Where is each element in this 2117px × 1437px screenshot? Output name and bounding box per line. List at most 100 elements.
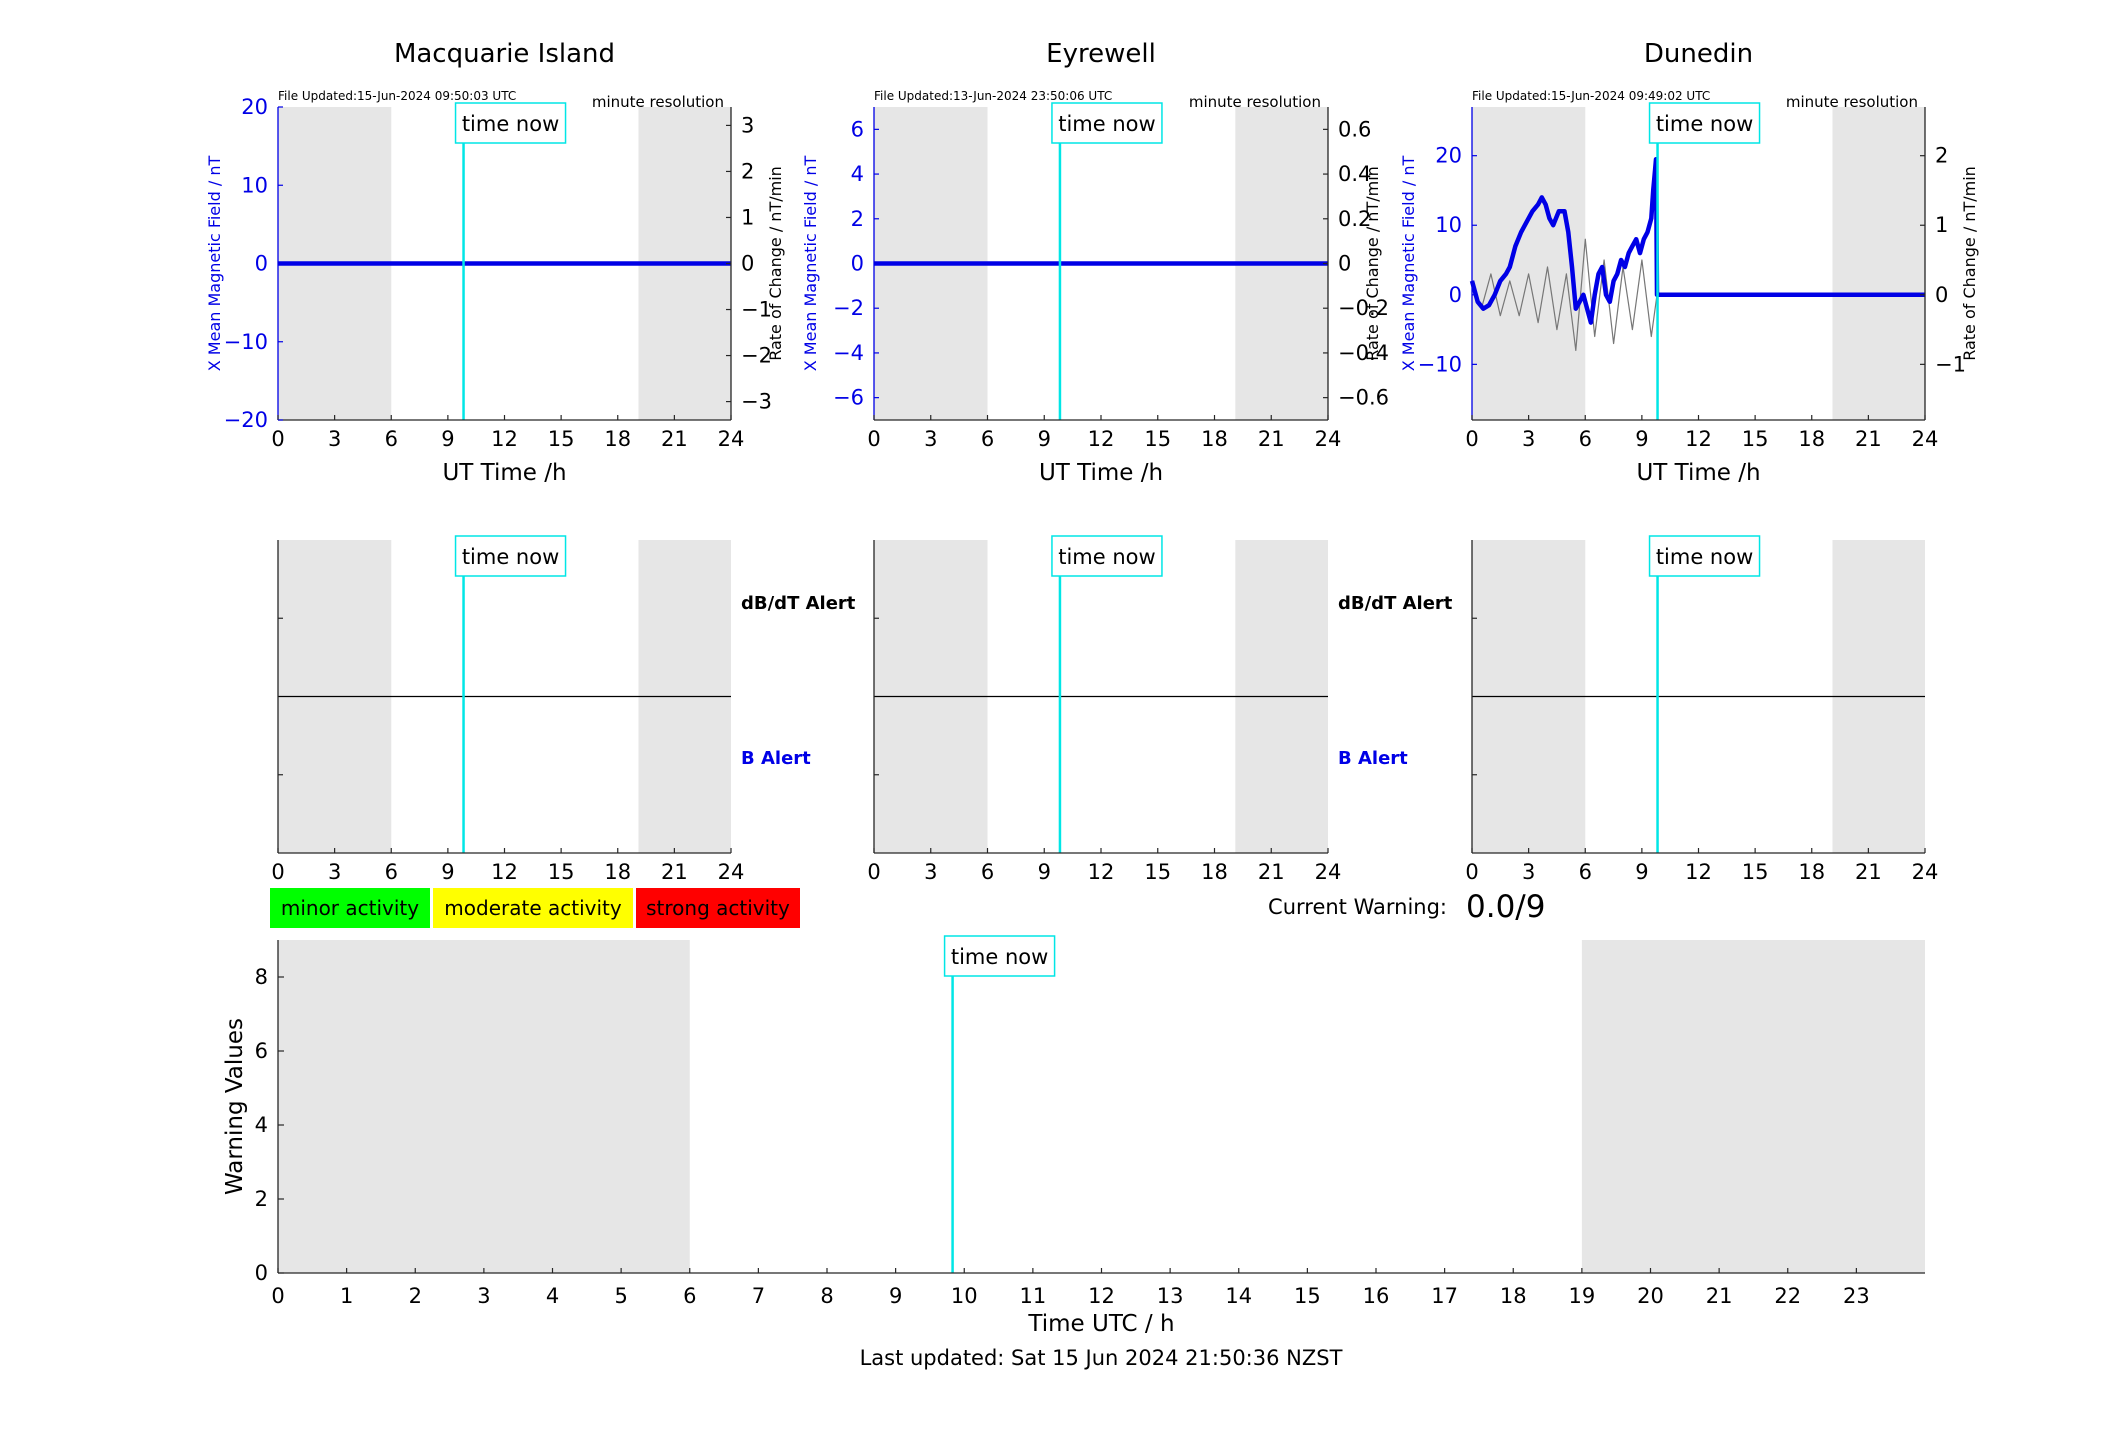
mean-field-series xyxy=(1469,156,1925,325)
y-tick-label-right: 0.2 xyxy=(1338,207,1371,231)
y-tick-label-left: 10 xyxy=(1435,213,1462,237)
x-tick-label: 24 xyxy=(1315,427,1342,451)
file-updated: File Updated:13-Jun-2024 23:50:06 UTC xyxy=(874,89,1112,103)
time-now-label: time now xyxy=(951,945,1048,969)
x-tick-label: 15 xyxy=(1294,1284,1321,1308)
x-tick-label: 0 xyxy=(867,427,880,451)
y-tick-label-right: −1 xyxy=(741,298,772,322)
x-tick-label: 7 xyxy=(752,1284,765,1308)
legend-label-minor: minor activity xyxy=(281,896,419,920)
x-tick-label: 15 xyxy=(1742,860,1769,884)
activity-legend: minor activity moderate activity strong … xyxy=(270,888,800,928)
y-tick-label-left: 10 xyxy=(241,173,268,197)
file-updated: File Updated:15-Jun-2024 09:50:03 UTC xyxy=(278,89,516,103)
night-shading xyxy=(1472,107,1586,420)
y-tick-label-right: 1 xyxy=(741,205,754,229)
x-tick-label: 19 xyxy=(1569,1284,1596,1308)
x-tick-label: 20 xyxy=(1637,1284,1664,1308)
x-tick-label: 21 xyxy=(1258,860,1285,884)
y-tick-label-left: 20 xyxy=(1435,144,1462,168)
resolution-label: minute resolution xyxy=(592,93,724,111)
time-now-box xyxy=(1648,535,1761,577)
y-tick-label-left: −2 xyxy=(833,296,864,320)
y-tick-label: 8 xyxy=(255,965,268,989)
x-tick-label: 23 xyxy=(1843,1284,1870,1308)
x-axis-label: Time UTC / h xyxy=(1027,1311,1174,1337)
time-now-label: time now xyxy=(1656,545,1753,569)
x-tick-label: 9 xyxy=(1635,427,1648,451)
time-now-box xyxy=(1648,102,1761,144)
x-tick-label: 24 xyxy=(718,860,745,884)
y-axis-label-right: Rate of Change / nT/min xyxy=(1960,166,1979,361)
time-now-box xyxy=(454,102,567,144)
y-tick-label-right: 0.6 xyxy=(1338,117,1371,141)
x-tick-label: 12 xyxy=(1088,427,1115,451)
x-tick-label: 3 xyxy=(328,427,341,451)
x-tick-label: 10 xyxy=(951,1284,978,1308)
x-tick-label: 6 xyxy=(981,427,994,451)
x-tick-label: 15 xyxy=(548,427,575,451)
x-tick-label: 24 xyxy=(1912,860,1939,884)
legend-label-moderate: moderate activity xyxy=(444,896,622,920)
legend-swatch-strong xyxy=(636,888,800,928)
x-tick-label: 15 xyxy=(1144,860,1171,884)
x-tick-label: 6 xyxy=(385,860,398,884)
y-tick-label-left: 6 xyxy=(851,117,864,141)
y-tick-label-right: −2 xyxy=(741,344,772,368)
y-tick-label-left: −4 xyxy=(833,341,864,365)
x-tick-label: 24 xyxy=(1912,427,1939,451)
x-tick-label: 18 xyxy=(604,860,631,884)
x-tick-label: 0 xyxy=(271,860,284,884)
current-warning-label: Current Warning: xyxy=(1268,895,1447,919)
time-now-box xyxy=(1051,535,1163,577)
y-tick-label-left: 0 xyxy=(255,252,268,276)
time-now-box xyxy=(943,935,1056,977)
y-tick-label-left: −20 xyxy=(224,408,268,432)
x-tick-label: 12 xyxy=(491,427,518,451)
y-tick-label-right: 0 xyxy=(1935,283,1948,307)
y-tick-label-right: 2 xyxy=(741,159,754,183)
x-tick-label: 18 xyxy=(1798,860,1825,884)
x-tick-label: 15 xyxy=(1742,427,1769,451)
x-tick-label: 21 xyxy=(1855,860,1882,884)
time-now-label: time now xyxy=(462,112,559,136)
y-tick-label: 2 xyxy=(255,1187,268,1211)
night-shading xyxy=(278,940,690,1273)
station-title: Dunedin xyxy=(1644,39,1753,69)
y-axis-label-left: X Mean Magnetic Field / nT xyxy=(1399,156,1418,372)
b-alert-label: B Alert xyxy=(741,748,811,769)
resolution-label: minute resolution xyxy=(1786,93,1918,111)
x-tick-label: 0 xyxy=(867,860,880,884)
y-tick-label-right: 1 xyxy=(1935,213,1948,237)
x-tick-label: 3 xyxy=(924,860,937,884)
x-tick-label: 22 xyxy=(1774,1284,1801,1308)
time-now-box xyxy=(454,535,567,577)
x-tick-label: 9 xyxy=(1038,860,1051,884)
x-tick-label: 6 xyxy=(683,1284,696,1308)
x-tick-label: 3 xyxy=(1522,860,1535,884)
y-tick-label-right: 3 xyxy=(741,113,754,137)
x-tick-label: 3 xyxy=(477,1284,490,1308)
x-tick-label: 18 xyxy=(1798,427,1825,451)
y-tick-label-right: −1 xyxy=(1935,352,1966,376)
x-tick-label: 12 xyxy=(1088,1284,1115,1308)
x-tick-label: 21 xyxy=(1706,1284,1733,1308)
x-tick-label: 9 xyxy=(1635,860,1648,884)
file-updated: File Updated:15-Jun-2024 09:49:02 UTC xyxy=(1472,89,1710,103)
x-tick-label: 17 xyxy=(1431,1284,1458,1308)
x-tick-label: 21 xyxy=(661,860,688,884)
legend-swatch-minor xyxy=(270,888,430,928)
x-tick-label: 12 xyxy=(491,860,518,884)
y-tick-label-left: −6 xyxy=(833,386,864,410)
x-tick-label: 0 xyxy=(271,427,284,451)
y-tick-label: 6 xyxy=(255,1039,268,1063)
x-tick-label: 21 xyxy=(661,427,688,451)
dbdt-alert-label: dB/dT Alert xyxy=(1338,593,1453,614)
time-now-label: time now xyxy=(1058,112,1155,136)
x-axis-label: UT Time /h xyxy=(1636,460,1760,486)
x-tick-label: 15 xyxy=(548,860,575,884)
x-tick-label: 6 xyxy=(981,860,994,884)
x-tick-label: 24 xyxy=(1315,860,1342,884)
time-now-label: time now xyxy=(1058,545,1155,569)
y-tick-label-right: −0.6 xyxy=(1338,386,1389,410)
